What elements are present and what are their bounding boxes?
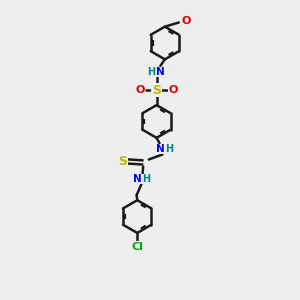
Text: Cl: Cl [131, 242, 143, 252]
Text: N: N [156, 67, 165, 77]
Text: O: O [168, 85, 178, 95]
Text: O: O [182, 16, 191, 26]
Text: O: O [136, 85, 145, 95]
Text: S: S [152, 84, 161, 97]
Text: S: S [118, 155, 127, 168]
Text: H: H [142, 174, 150, 184]
Text: N: N [133, 174, 142, 184]
Text: N: N [156, 144, 165, 154]
Text: H: H [148, 67, 156, 77]
Text: H: H [165, 144, 173, 154]
